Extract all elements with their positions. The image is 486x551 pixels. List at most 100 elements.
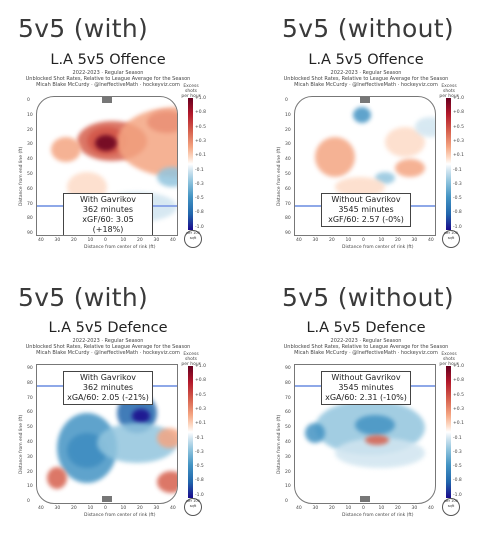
x-tick-label: 20	[395, 506, 401, 511]
hockeyviz-logo: per 100 sqft	[442, 498, 460, 516]
x-tick-label: 40	[296, 506, 302, 511]
y-tick-label: 20	[285, 469, 291, 475]
x-tick-label: 0	[104, 506, 107, 511]
y-tick-label: 70	[27, 395, 33, 401]
logo-text: per 100 sqft	[186, 231, 200, 240]
x-tick-label: 10	[87, 506, 94, 511]
heatmap-region	[47, 467, 67, 489]
y-axis-label: Distance from end line (ft)	[277, 414, 282, 474]
colorbar-tick-label: -0.8	[453, 210, 462, 216]
heading-offence-without: 5v5 (without)	[282, 14, 454, 43]
colorbar-tick-label: +0.1	[195, 153, 206, 159]
x-axis-label: Distance from center of rink (ft)	[84, 513, 156, 518]
info-box: With Gavrikov 362 minutes xGA/60: 2.05 (…	[63, 371, 153, 405]
x-tick-label: 40	[296, 238, 302, 243]
heatmap-region	[95, 135, 117, 151]
heatmap-region	[305, 423, 325, 443]
y-tick-label: 70	[285, 395, 291, 401]
info-minutes: 362 minutes	[82, 205, 134, 214]
y-tick-label: 60	[27, 186, 33, 192]
y-tick-label: 60	[27, 410, 33, 416]
y-tick-label: 40	[27, 440, 33, 445]
colorbar-tick-label: +0.3	[195, 406, 206, 412]
x-tick-label: 30	[411, 506, 418, 511]
x-tick-label: 0	[362, 506, 365, 511]
colorbar-tick-label: +0.1	[453, 421, 464, 427]
y-tick-label: 90	[27, 231, 33, 237]
colorbar-tick-label: -0.3	[453, 181, 462, 187]
colorbar	[188, 366, 193, 498]
colorbar-tick-label: -0.3	[195, 449, 204, 455]
goal-marker	[360, 496, 370, 502]
chart-subtitle-author: Micah Blake McCurdy · @IneffectiveMath ·…	[294, 82, 438, 88]
y-tick-label: 50	[285, 425, 291, 431]
colorbar-tick-label: -1.0	[453, 224, 462, 230]
heatmap-region	[315, 137, 355, 177]
y-tick-label: 10	[27, 484, 33, 490]
colorbar-tick-label: -0.3	[453, 449, 462, 455]
colorbar-tick-label: +0.5	[195, 392, 206, 398]
y-tick-label: 10	[27, 112, 33, 118]
x-tick-label: 40	[428, 506, 434, 511]
chart-subtitle-season: 2022-2023 · Regular Season	[330, 338, 402, 344]
info-xg: xGF/60: 3.05 (+18%)	[82, 215, 134, 234]
info-player: Without Gavrikov	[331, 195, 401, 204]
y-tick-label: 40	[285, 157, 291, 163]
heading-offence-with: 5v5 (with)	[18, 14, 149, 43]
x-tick-label: 30	[54, 506, 61, 511]
x-tick-label: 30	[153, 238, 160, 243]
colorbar-tick-label: +0.1	[453, 153, 464, 159]
colorbar	[188, 98, 193, 230]
x-tick-label: 10	[120, 238, 127, 243]
y-tick-label: 30	[285, 142, 291, 148]
y-tick-label: 90	[27, 366, 33, 371]
rink-heatmap: With Gavrikov 362 minutes xGF/60: 3.05 (…	[36, 96, 178, 236]
hockeyviz-logo: per 100 sqft	[442, 230, 460, 248]
hockeyviz-logo: per 100 sqft	[184, 230, 202, 248]
chart-subtitle-season: 2022-2023 · Regular Season	[330, 70, 402, 76]
x-tick-label: 20	[329, 506, 335, 511]
y-tick-label: 50	[285, 172, 291, 177]
colorbar-title: Excess shots per hour	[181, 84, 201, 99]
info-minutes: 3545 minutes	[338, 383, 394, 392]
chart-subtitle-season: 2022-2023 · Regular Season	[72, 70, 144, 76]
x-tick-label: 0	[104, 238, 107, 243]
colorbar-tick-label: -1.0	[195, 224, 204, 230]
y-tick-label: 20	[27, 127, 33, 133]
y-tick-label: 20	[27, 469, 33, 475]
y-tick-label: 0	[285, 98, 288, 103]
rink-heatmap: Without Gavrikov 3545 minutes xGA/60: 2.…	[294, 364, 436, 504]
x-tick-label: 20	[71, 506, 77, 511]
x-tick-label: 20	[395, 238, 401, 243]
chart-panel-defence-without: L.A 5v5 Defence 2022-2023 · Regular Seaso…	[276, 320, 486, 550]
colorbar-tick-label: +1.0	[195, 96, 206, 101]
chart-subtitle-author: Micah Blake McCurdy · @IneffectiveMath ·…	[36, 350, 180, 356]
heatmap-region	[51, 137, 81, 162]
chart-title: L.A 5v5 Defence	[306, 320, 426, 336]
heatmap-region	[353, 107, 371, 123]
colorbar-tick-label: -0.1	[195, 435, 204, 441]
y-tick-label: 30	[27, 142, 33, 148]
heatmap-region	[132, 409, 150, 423]
x-tick-label: 40	[428, 238, 434, 243]
colorbar-tick-label: -0.5	[195, 464, 204, 470]
colorbar-tick-label: +0.1	[195, 421, 206, 427]
y-tick-label: 90	[285, 366, 291, 371]
logo-text: per 100 sqft	[444, 499, 458, 508]
colorbar-tick-label: +0.5	[195, 124, 206, 130]
chart-title: L.A 5v5 Offence	[50, 52, 166, 68]
info-xg: xGA/60: 2.05 (-21%)	[67, 393, 149, 402]
y-axis-label: Distance from end line (ft)	[277, 146, 282, 206]
heatmap-region	[355, 415, 395, 435]
x-tick-label: 20	[137, 238, 143, 243]
colorbar	[446, 366, 451, 498]
info-minutes: 362 minutes	[82, 383, 134, 392]
info-xg: xGF/60: 2.57 (-0%)	[328, 215, 404, 224]
y-tick-label: 60	[285, 186, 291, 192]
heatmap-region	[157, 167, 177, 187]
x-tick-label: 10	[378, 238, 385, 243]
colorbar-tick-label: -1.0	[195, 492, 204, 498]
y-axis-label: Distance from end line (ft)	[19, 414, 24, 474]
colorbar-tick-label: -0.1	[453, 435, 462, 441]
x-axis-label: Distance from center of rink (ft)	[342, 513, 414, 518]
